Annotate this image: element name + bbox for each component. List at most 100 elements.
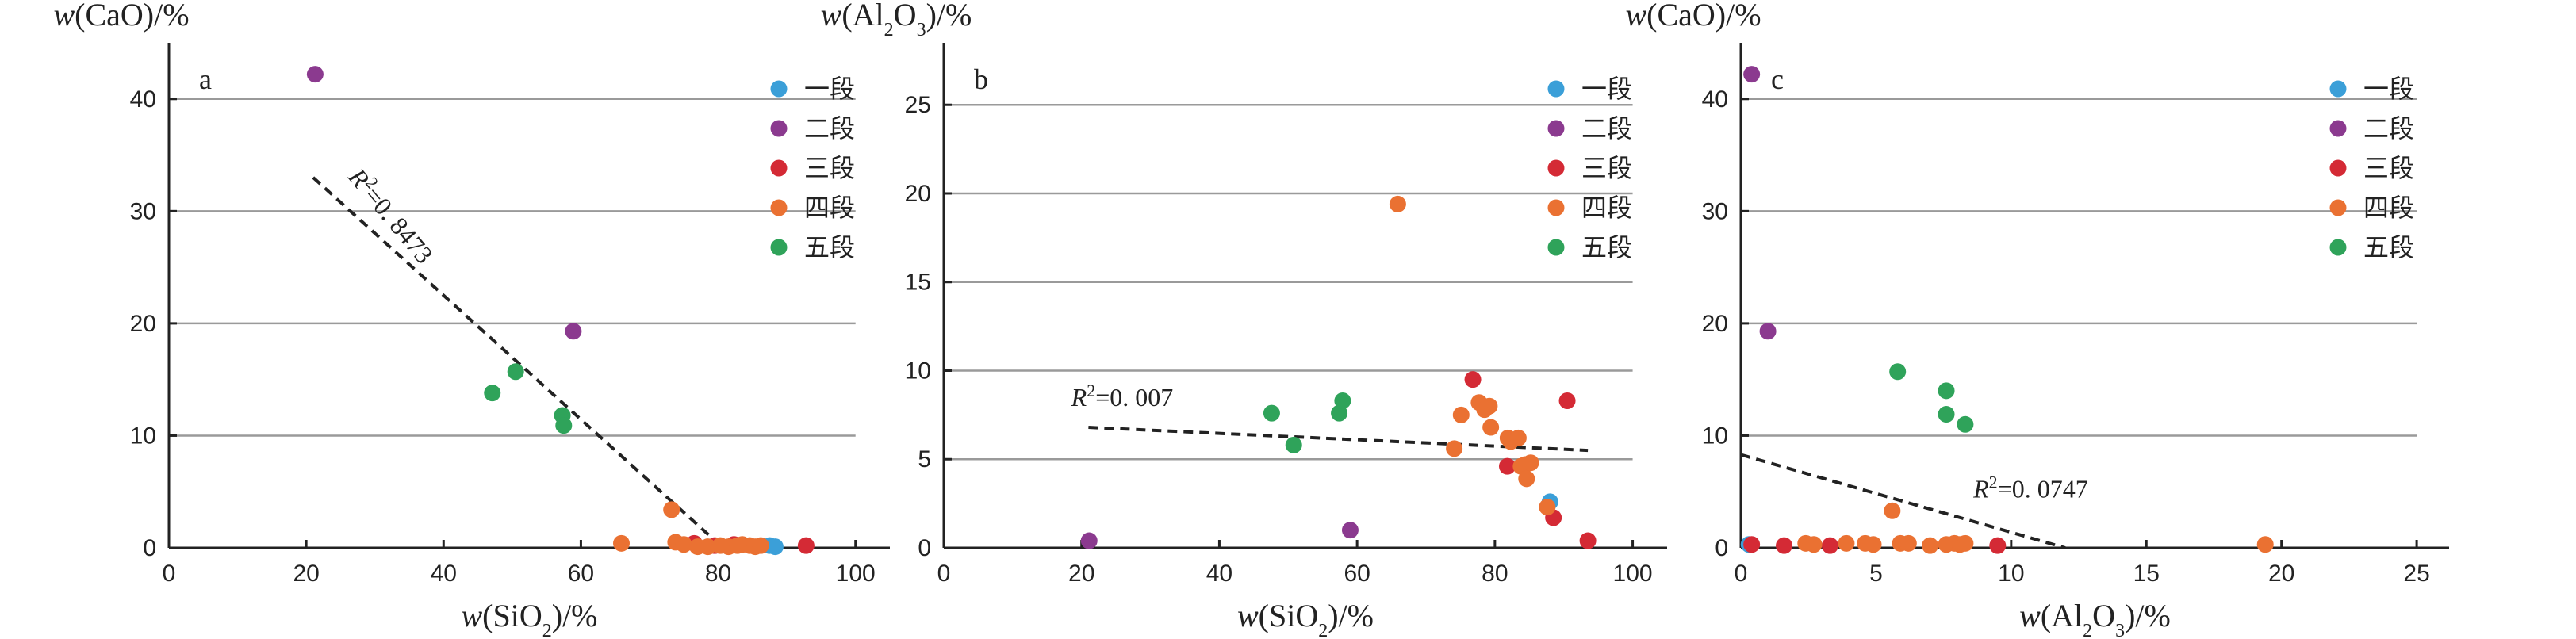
data-point bbox=[1518, 470, 1535, 488]
data-point bbox=[1498, 457, 1516, 475]
data-point bbox=[1509, 429, 1527, 446]
x-tick-label: 20 bbox=[293, 561, 319, 587]
data-point bbox=[766, 538, 784, 556]
data-point bbox=[1759, 323, 1777, 340]
data-point bbox=[1482, 419, 1500, 436]
y-tick-label: 0 bbox=[143, 535, 156, 561]
data-point bbox=[1922, 537, 1939, 554]
data-point bbox=[1446, 440, 1463, 457]
legend-marker bbox=[1547, 120, 1565, 137]
y-tick-label: 15 bbox=[905, 270, 931, 296]
data-point bbox=[1522, 454, 1539, 472]
x-tick-label: 0 bbox=[937, 561, 951, 587]
data-point bbox=[1579, 532, 1597, 549]
data-point bbox=[1865, 536, 1882, 553]
data-point bbox=[1889, 363, 1907, 381]
legend-label: 三段 bbox=[2363, 153, 2414, 183]
legend-label: 三段 bbox=[804, 153, 855, 183]
panel-letter: a bbox=[199, 63, 212, 95]
y-axis-title: w(CaO)/% bbox=[1625, 0, 1761, 33]
data-point bbox=[1481, 397, 1498, 415]
legend-label: 四段 bbox=[2363, 193, 2414, 223]
legend-marker bbox=[2329, 80, 2347, 98]
data-point bbox=[613, 534, 631, 552]
legend-marker bbox=[1547, 239, 1565, 256]
data-point bbox=[1464, 371, 1482, 388]
data-point bbox=[1821, 537, 1838, 554]
y-tick-label: 40 bbox=[130, 86, 156, 113]
data-point bbox=[752, 537, 769, 554]
y-axis-title: w(Al2O3)/% bbox=[821, 0, 972, 40]
panel-b: 0 5 10 15 20 25 0 20 40 60 80 100 w(Al2O3)/% w(SiO2)/… bbox=[821, 0, 1667, 639]
panel-c: 0 10 20 30 40 0 5 10 15 20 25 w(CaO)/% w(Al2O3)/% c R2… bbox=[1625, 0, 2449, 639]
data-point bbox=[1389, 195, 1406, 212]
legend-marker bbox=[2329, 239, 2347, 256]
legend-marker bbox=[2329, 159, 2347, 177]
panel-letter: c bbox=[1771, 63, 1784, 95]
legend-label: 五段 bbox=[2363, 232, 2414, 262]
r-squared-label: R2=0. 007 bbox=[1071, 381, 1174, 412]
fit-line bbox=[1740, 453, 2066, 549]
data-point bbox=[555, 417, 573, 434]
data-point bbox=[1452, 406, 1470, 423]
x-tick-label: 5 bbox=[1869, 561, 1883, 587]
data-point bbox=[700, 538, 717, 556]
y-tick-label: 10 bbox=[905, 358, 931, 384]
legend-label: 二段 bbox=[2363, 113, 2414, 143]
x-tick-label: 40 bbox=[431, 561, 457, 587]
x-tick-label: 80 bbox=[705, 561, 731, 587]
legend-marker bbox=[2329, 199, 2347, 216]
data-point bbox=[1334, 392, 1351, 409]
x-axis-title: w(SiO2)/% bbox=[1237, 598, 1374, 639]
data-point bbox=[1341, 522, 1359, 539]
legend-label: 二段 bbox=[1581, 113, 1632, 143]
legend-marker bbox=[770, 159, 788, 177]
x-axis-title: w(Al2O3)/% bbox=[2019, 598, 2171, 639]
legend-marker bbox=[770, 199, 788, 216]
x-tick-label: 0 bbox=[163, 561, 176, 587]
legend-marker bbox=[2329, 120, 2347, 137]
legend-label: 五段 bbox=[804, 232, 855, 262]
data-point bbox=[1957, 415, 1974, 433]
x-tick-label: 80 bbox=[1482, 561, 1508, 587]
y-axis-title: w(CaO)/% bbox=[53, 0, 189, 33]
x-tick-label: 60 bbox=[568, 561, 594, 587]
data-point bbox=[663, 501, 680, 518]
x-tick-label: 60 bbox=[1344, 561, 1370, 587]
y-tick-label: 0 bbox=[1715, 535, 1728, 561]
data-point bbox=[1899, 534, 1917, 552]
panel-letter: b bbox=[974, 63, 988, 95]
legend-label: 三段 bbox=[1581, 153, 1632, 183]
data-point bbox=[1838, 534, 1855, 552]
legend-marker bbox=[1547, 80, 1565, 98]
data-point bbox=[1776, 537, 1793, 554]
x-tick-label: 100 bbox=[1613, 561, 1653, 587]
data-point bbox=[1558, 392, 1576, 409]
data-point bbox=[675, 536, 692, 553]
data-point bbox=[1263, 404, 1280, 422]
data-point bbox=[565, 323, 582, 340]
data-point bbox=[1285, 436, 1302, 453]
data-point bbox=[1080, 532, 1098, 549]
data-point bbox=[1805, 536, 1823, 553]
legend-label: 一段 bbox=[2363, 74, 2414, 104]
legend-label: 四段 bbox=[804, 193, 855, 223]
fit-line bbox=[312, 176, 724, 549]
x-tick-label: 20 bbox=[1068, 561, 1094, 587]
legend-marker bbox=[770, 80, 788, 98]
data-point bbox=[1989, 537, 2007, 554]
x-tick-label: 25 bbox=[2403, 561, 2429, 587]
data-point bbox=[1743, 66, 1761, 83]
data-point bbox=[1938, 406, 1955, 423]
x-tick-label: 100 bbox=[836, 561, 876, 587]
x-tick-label: 40 bbox=[1206, 561, 1232, 587]
y-tick-label: 10 bbox=[1702, 423, 1728, 449]
y-tick-label: 25 bbox=[905, 92, 931, 118]
data-point bbox=[1938, 382, 1955, 400]
y-tick-label: 20 bbox=[905, 181, 931, 207]
data-point bbox=[797, 537, 815, 554]
y-tick-label: 30 bbox=[130, 198, 156, 224]
legend-marker bbox=[770, 120, 788, 137]
y-tick-label: 0 bbox=[918, 535, 931, 561]
